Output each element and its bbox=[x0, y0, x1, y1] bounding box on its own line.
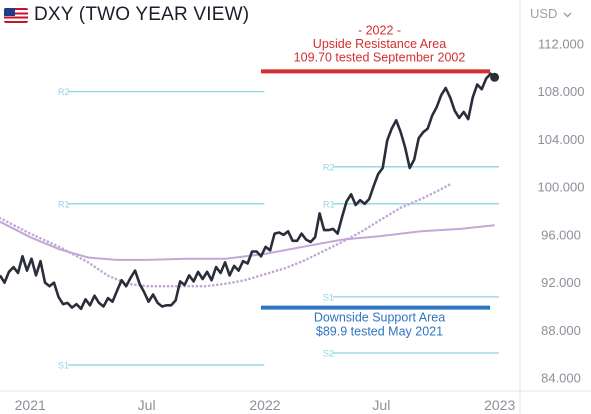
y-tick-label: 104.000 bbox=[538, 132, 585, 147]
y-tick-label: 96.000 bbox=[541, 227, 581, 242]
x-tick-label: 2022 bbox=[249, 397, 280, 413]
currency-label: USD bbox=[530, 6, 558, 21]
support-annotation-line-2: $89.9 tested May 2021 bbox=[316, 325, 443, 339]
pivot-label-r1: R1 bbox=[323, 199, 335, 209]
pivot-label-s2: S2 bbox=[323, 349, 334, 359]
chart-title: DXY (TWO YEAR VIEW) bbox=[34, 4, 250, 25]
resistance-annotation-line-1: - 2022 - bbox=[358, 23, 401, 37]
series-solid-dark bbox=[0, 72, 496, 311]
x-tick-label: 2021 bbox=[15, 397, 46, 413]
pivot-label-s1: S1 bbox=[58, 360, 69, 370]
support-annotation-line-1: Downside Support Area bbox=[314, 311, 445, 325]
x-tick-label: Jul bbox=[138, 397, 156, 413]
x-tick-label: 2023 bbox=[484, 397, 515, 413]
y-tick-label: 112.000 bbox=[538, 36, 584, 51]
resistance-annotation-line-3: 109.70 tested September 2002 bbox=[294, 50, 466, 64]
currency-selector[interactable]: USD bbox=[530, 6, 572, 21]
pivot-label-r2: R2 bbox=[323, 162, 335, 172]
us-flag-icon bbox=[4, 7, 28, 23]
chart-header: DXY (TWO YEAR VIEW) bbox=[4, 4, 249, 26]
pivot-label-r1: R1 bbox=[58, 199, 70, 209]
y-tick-label: 100.000 bbox=[538, 180, 585, 195]
y-tick-label: 108.000 bbox=[538, 84, 585, 99]
y-tick-label: 88.000 bbox=[541, 323, 581, 338]
y-tick-label: 84.000 bbox=[541, 371, 581, 386]
pivot-label-r2: R2 bbox=[58, 87, 70, 97]
series-dotted-purple bbox=[0, 183, 451, 288]
y-tick-label: 92.000 bbox=[541, 275, 581, 290]
resistance-annotation-line-2: Upside Resistance Area bbox=[313, 37, 446, 51]
last-price-marker bbox=[490, 72, 500, 82]
chevron-down-icon bbox=[563, 12, 572, 18]
x-tick-label: Jul bbox=[372, 397, 390, 413]
pivot-label-s1: S1 bbox=[323, 292, 334, 302]
